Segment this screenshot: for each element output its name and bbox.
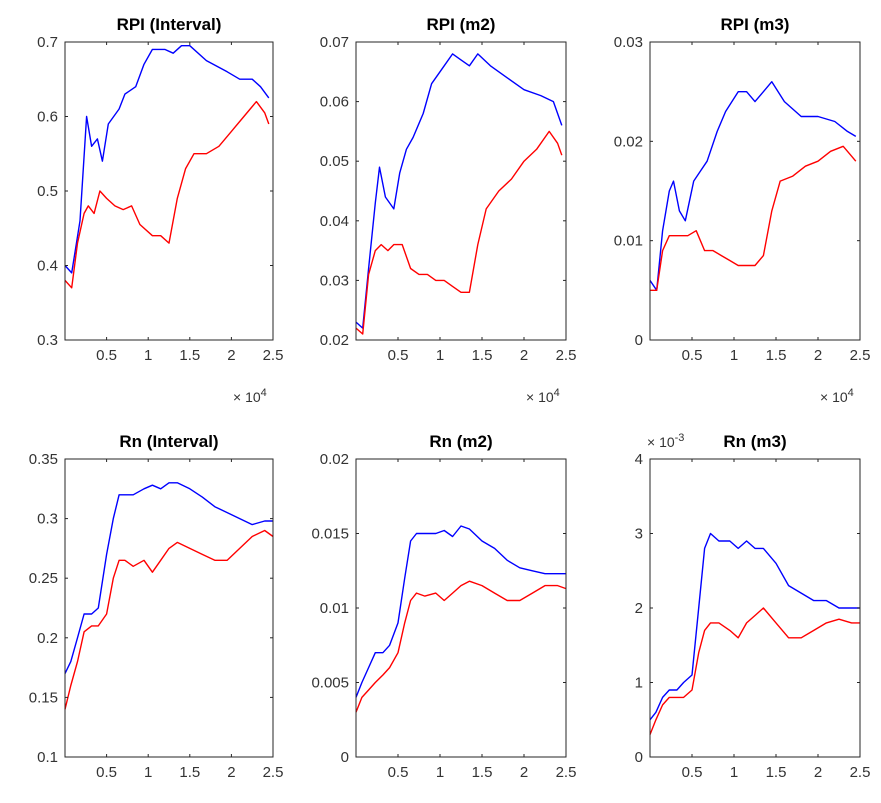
x-tick-label: 2	[227, 764, 235, 781]
x-tick-label: 0.5	[682, 764, 703, 781]
x-tick-label: 2.5	[850, 764, 871, 781]
x-tick-label: 1	[730, 347, 738, 364]
x-tick-label: 1.5	[472, 347, 493, 364]
x-tick-label: 1	[144, 764, 152, 781]
x-tick-label: 0.5	[96, 347, 117, 364]
x-exponent-label: × 104	[233, 387, 267, 405]
series-line-red	[649, 607, 860, 735]
subplot-1: 0.5 1 1.5 2 2.5 0.3 0.4 0.5 0.6 0.7 RPI (Interval)…	[37, 15, 283, 405]
y-tick-label: 0.7	[37, 34, 58, 51]
series-line-blue	[355, 525, 566, 698]
y-tick-label: 3	[635, 526, 643, 543]
subplot-title: Rn (m2)	[429, 432, 492, 451]
x-tick-label: 1.5	[472, 764, 493, 781]
y-tick-label: 0.015	[311, 526, 349, 543]
subplot-3: 0.5 1 1.5 2 2.5 0 0.01 0.02 0.03 RPI (m3) × 104	[614, 15, 871, 405]
y-tick-label: 0.02	[320, 332, 349, 349]
axes-box	[649, 458, 861, 758]
series-line-blue	[649, 532, 860, 721]
x-tick-label: 1.5	[179, 764, 200, 781]
subplot-title: Rn (m3)	[723, 432, 786, 451]
x-exponent-label: × 104	[820, 387, 854, 405]
y-tick-label: 0.2	[37, 630, 58, 647]
x-tick-label: 0.5	[388, 764, 409, 781]
x-tick-label: 1	[436, 347, 444, 364]
x-tick-label: 2	[814, 764, 822, 781]
series-line-blue	[355, 53, 563, 329]
y-tick-label: 0.1	[37, 749, 58, 766]
x-tick-label: 2.5	[263, 764, 284, 781]
subplot-title: RPI (m3)	[721, 15, 790, 34]
y-tick-label: 0.03	[614, 34, 643, 51]
y-exponent-label: × 10-3	[647, 432, 684, 450]
y-tick-label: 0.4	[37, 258, 58, 275]
subplot-title: RPI (m2)	[427, 15, 496, 34]
x-tick-label: 0.5	[96, 764, 117, 781]
series-line-blue	[649, 80, 857, 291]
series-line-red	[64, 529, 274, 710]
x-tick-label: 2	[227, 347, 235, 364]
y-tick-label: 0.03	[320, 272, 349, 289]
y-tick-label: 0.01	[614, 233, 643, 250]
subplot-4: 0.5 1 1.5 2 2.5 0.1 0.15 0.2 0.25 0.3 0.35 Rn (Inte…	[29, 432, 284, 781]
x-tick-label: 1.5	[766, 764, 787, 781]
x-tick-label: 2	[520, 764, 528, 781]
x-tick-label: 1.5	[179, 347, 200, 364]
axes-box	[649, 41, 861, 341]
y-tick-label: 0.3	[37, 332, 58, 349]
subplot-title: Rn (Interval)	[119, 432, 218, 451]
series-line-red	[650, 145, 857, 291]
y-tick-label: 0.04	[320, 213, 349, 230]
series-line-blue	[64, 482, 273, 674]
series-line-blue	[64, 45, 270, 274]
y-tick-label: 0.6	[37, 109, 58, 126]
y-tick-label: 0.06	[320, 94, 349, 111]
y-tick-label: 0.005	[311, 675, 349, 692]
x-tick-label: 2.5	[850, 347, 871, 364]
y-tick-label: 0.07	[320, 34, 349, 51]
y-tick-label: 0.05	[320, 153, 349, 170]
x-tick-label: 0.5	[388, 347, 409, 364]
axes-box	[355, 458, 567, 758]
x-tick-label: 0.5	[682, 347, 703, 364]
x-tick-label: 1	[730, 764, 738, 781]
x-tick-label: 2.5	[263, 347, 284, 364]
axes-box	[64, 458, 274, 758]
y-tick-label: 0.01	[320, 600, 349, 617]
y-tick-label: 0	[635, 749, 643, 766]
x-tick-label: 2.5	[556, 764, 577, 781]
x-tick-label: 2	[814, 347, 822, 364]
y-tick-label: 0.02	[614, 133, 643, 150]
axes-box	[64, 41, 274, 341]
axes-box	[355, 41, 567, 341]
y-tick-label: 0.15	[29, 689, 58, 706]
y-tick-label: 4	[635, 451, 643, 468]
subplot-title: RPI (Interval)	[117, 15, 222, 34]
y-tick-label: 0	[341, 749, 349, 766]
x-tick-label: 1	[436, 764, 444, 781]
x-exponent-label: × 104	[526, 387, 560, 405]
y-tick-label: 0.35	[29, 451, 58, 468]
subplot-2: 0.5 1 1.5 2 2.5 0.02 0.03 0.04 0.05 0.06 0.07 RPI (…	[320, 15, 577, 405]
series-line-red	[64, 100, 270, 289]
x-tick-label: 2	[520, 347, 528, 364]
y-tick-label: 0.02	[320, 451, 349, 468]
y-tick-label: 0	[635, 332, 643, 349]
y-tick-label: 2	[635, 600, 643, 617]
x-tick-label: 1	[144, 347, 152, 364]
y-tick-label: 0.3	[37, 511, 58, 528]
x-tick-label: 2.5	[556, 347, 577, 364]
y-tick-label: 0.5	[37, 183, 58, 200]
series-line-red	[355, 580, 567, 713]
series-line-red	[355, 130, 563, 335]
y-tick-label: 0.25	[29, 570, 58, 587]
y-tick-label: 1	[635, 675, 643, 692]
x-tick-label: 1.5	[766, 347, 787, 364]
